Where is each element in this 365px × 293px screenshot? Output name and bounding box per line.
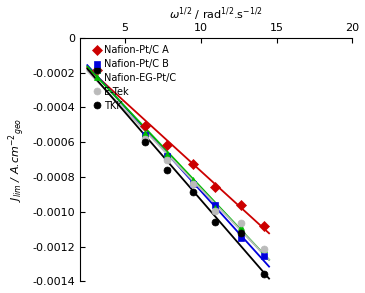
Legend: Nafion-Pt/C A, Nafion-Pt/C B, Nafion-EG-Pt/C, E-Tek, TKK: Nafion-Pt/C A, Nafion-Pt/C B, Nafion-EG-… (94, 45, 176, 111)
Y-axis label: $J_{lim}$ / A.cm$^{-2}$$_{geo}$: $J_{lim}$ / A.cm$^{-2}$$_{geo}$ (5, 117, 27, 202)
X-axis label: $\omega^{1/2}$ / rad$^{1/2}$.s$^{-1/2}$: $\omega^{1/2}$ / rad$^{1/2}$.s$^{-1/2}$ (169, 6, 263, 23)
